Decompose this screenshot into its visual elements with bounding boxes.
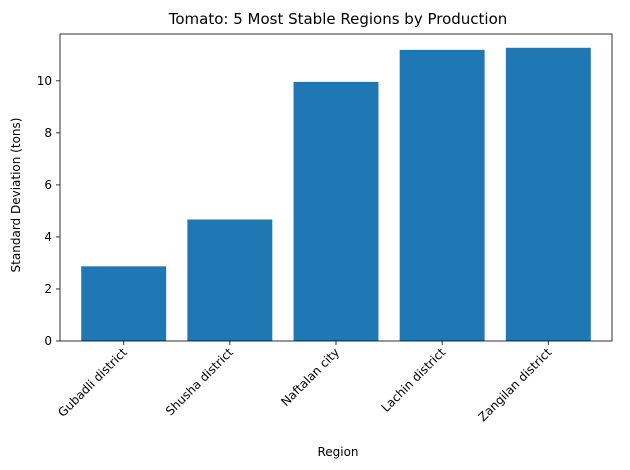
bar xyxy=(399,49,485,342)
bar xyxy=(505,47,591,342)
chart-title: Tomato: 5 Most Stable Regions by Product… xyxy=(168,10,508,28)
y-tick-label: 2 xyxy=(44,282,52,296)
bar xyxy=(187,219,273,341)
x-tick-label: Zangilan district xyxy=(475,345,554,424)
y-tick-label: 10 xyxy=(37,74,52,88)
y-tick-label: 0 xyxy=(44,334,52,348)
bar xyxy=(293,81,379,341)
x-tick-label: Shusha district xyxy=(163,345,236,418)
plot-area: 0 2 4 6 8 10 Gubadli district Shusha district Na… xyxy=(37,33,613,424)
x-tick-label: Lachin district xyxy=(379,345,449,415)
bar xyxy=(81,266,167,341)
y-tick-label: 8 xyxy=(44,126,52,140)
y-tick-label: 6 xyxy=(44,178,52,192)
x-axis-label: Region xyxy=(317,445,358,459)
y-tick-label: 4 xyxy=(44,230,52,244)
x-tick-label: Gubadli district xyxy=(55,345,130,420)
y-axis-label: Standard Deviation (tons) xyxy=(9,118,23,273)
x-tick-label: Naftalan city xyxy=(278,345,342,409)
